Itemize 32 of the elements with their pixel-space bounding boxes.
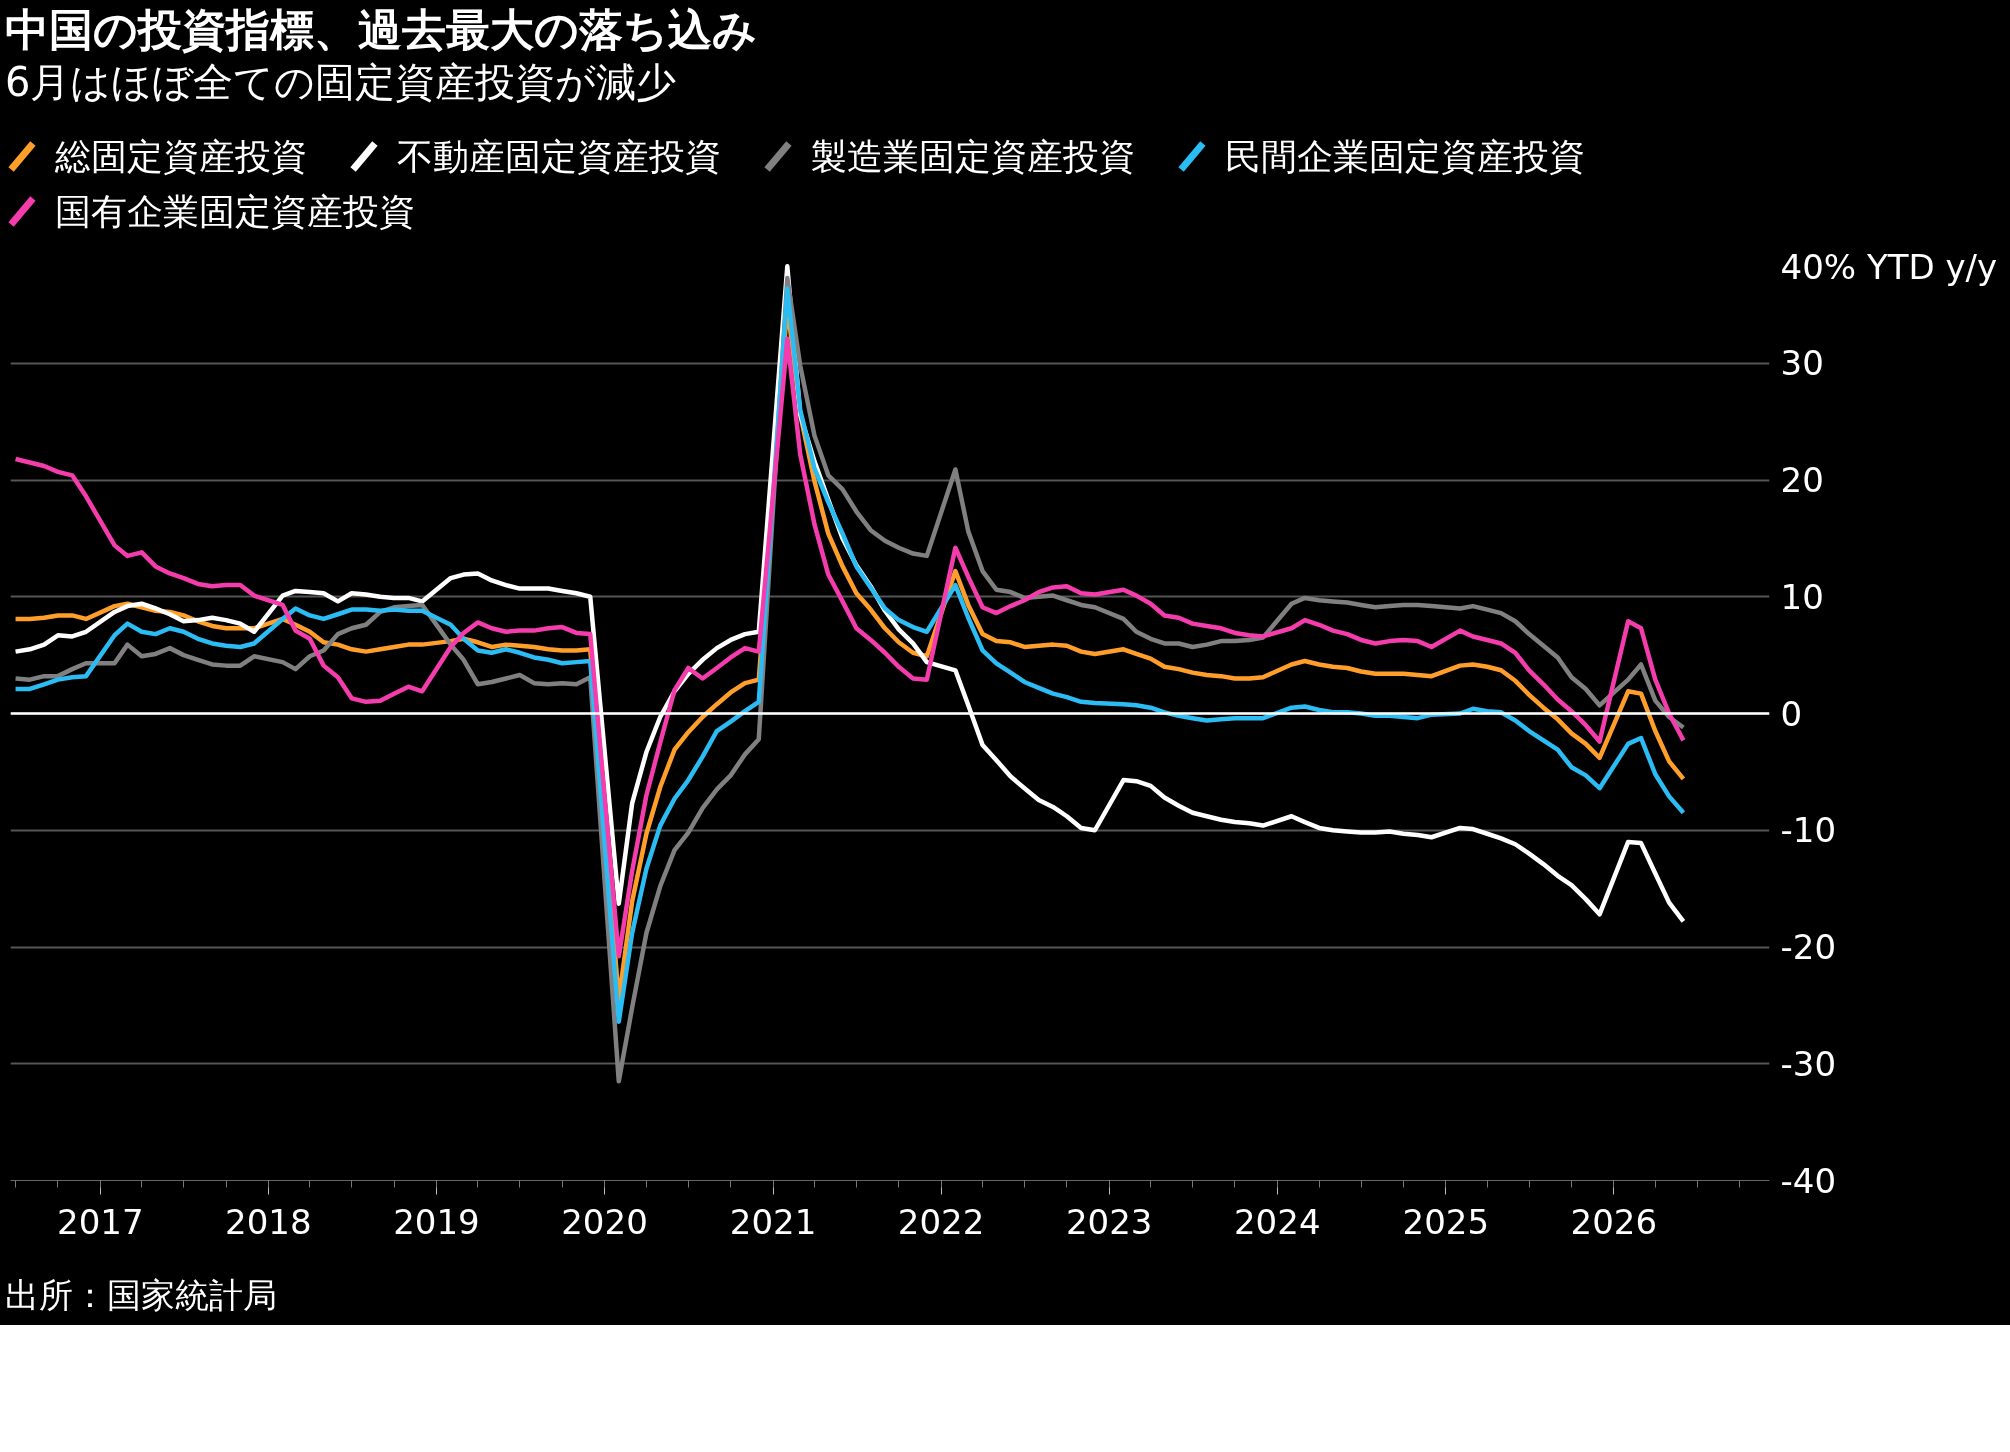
y-tick-label: 10 xyxy=(1780,577,1824,618)
y-tick-label: -10 xyxy=(1780,810,1837,851)
x-tick-label: 2026 xyxy=(1570,1201,1658,1242)
x-tick-label: 2020 xyxy=(561,1201,648,1242)
legend-item: 不動産固定資産投資 xyxy=(347,130,721,182)
x-tick-label: 2017 xyxy=(57,1201,144,1242)
legend-item: 民間企業固定資産投資 xyxy=(1175,130,1585,182)
x-tick-label: 2023 xyxy=(1065,1201,1153,1242)
text: 出所：国家統計局 xyxy=(5,1274,277,1318)
legend-item: 国有企業固定資産投資 xyxy=(5,186,415,238)
y-tick-label: 40% YTD y/y xyxy=(1780,246,1998,287)
legend-item: 総固定資産投資 xyxy=(5,130,307,182)
y-tick-label: -30 xyxy=(1780,1044,1837,1085)
x-tick-label: 2025 xyxy=(1402,1201,1490,1242)
y-tick-label: 20 xyxy=(1780,460,1824,501)
legend-label: 製造業固定資産投資 xyxy=(811,134,1135,179)
legend-label: 民間企業固定資産投資 xyxy=(1225,134,1585,179)
legend-label: 総固定資産投資 xyxy=(55,134,307,179)
y-tick-label: -20 xyxy=(1780,927,1837,968)
x-tick-label: 2024 xyxy=(1233,1201,1321,1242)
x-tick-label: 2018 xyxy=(225,1201,312,1242)
y-tick-label: -40 xyxy=(1780,1160,1837,1201)
y-tick-label: 30 xyxy=(1780,343,1824,384)
chart-title: 中国の投資指標、過去最大の落ち込み xyxy=(5,4,757,56)
chart-subtitle: 6月はほぼ全ての固定資産投資が減少 xyxy=(5,57,678,107)
x-tick-label: 2021 xyxy=(729,1201,817,1242)
legend-item: 製造業固定資産投資 xyxy=(761,130,1135,182)
y-tick-label: 0 xyxy=(1780,693,1803,734)
x-tick-label: 2022 xyxy=(897,1201,985,1242)
x-tick-label: 2019 xyxy=(393,1201,480,1242)
legend-label: 国有企業固定資産投資 xyxy=(55,190,415,234)
legend-label: 不動産固定資産投資 xyxy=(397,134,721,179)
